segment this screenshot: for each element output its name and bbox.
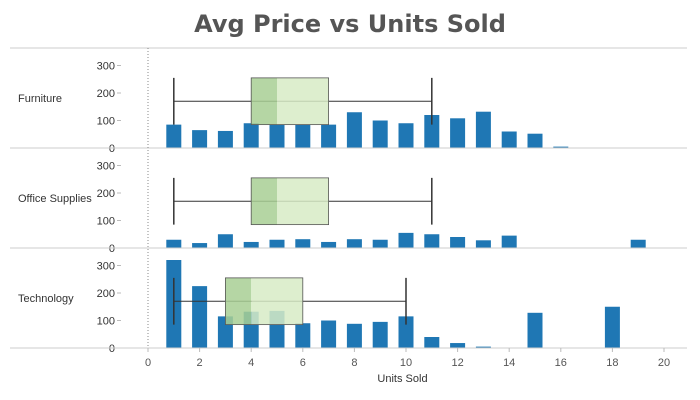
box-upper: [251, 277, 303, 325]
y-tick-label: 0: [109, 143, 115, 155]
bar: [424, 234, 440, 248]
panel-label-2: Technology: [18, 293, 74, 305]
bar: [243, 123, 259, 148]
x-tick-label: 20: [658, 357, 670, 369]
box-upper: [277, 177, 329, 225]
box-lower: [251, 177, 277, 225]
bar: [424, 115, 440, 148]
bar: [269, 124, 285, 148]
bar: [346, 239, 362, 248]
x-tick-label: 0: [145, 357, 151, 369]
y-tick-label: 300: [97, 261, 115, 273]
bar: [321, 124, 337, 148]
y-tick-label: 200: [97, 288, 115, 300]
x-tick-label: 6: [300, 357, 306, 369]
bar: [192, 130, 208, 148]
y-tick-label: 0: [109, 243, 115, 255]
bar: [450, 343, 466, 348]
bar: [604, 306, 620, 348]
bar: [321, 241, 337, 248]
bar: [217, 234, 233, 248]
x-tick-label: 10: [400, 357, 412, 369]
bar: [527, 133, 543, 148]
panel-label-1: Office Supplies: [18, 193, 92, 205]
y-tick-label: 300: [97, 161, 115, 173]
chart-title: Avg Price vs Units Sold: [194, 10, 506, 38]
bar: [166, 239, 182, 248]
bar: [192, 286, 208, 348]
x-tick-label: 2: [197, 357, 203, 369]
y-tick-label: 100: [97, 216, 115, 228]
bar: [321, 320, 337, 348]
bar: [424, 337, 440, 348]
y-tick-label: 200: [97, 88, 115, 100]
bar: [269, 239, 285, 248]
x-tick-label: 16: [555, 357, 567, 369]
box-lower: [225, 277, 252, 325]
y-tick-label: 100: [97, 116, 115, 128]
bar: [372, 239, 388, 248]
y-tick-label: 0: [109, 343, 115, 355]
bar: [295, 323, 311, 348]
x-tick-label: 18: [606, 357, 618, 369]
box-upper: [277, 77, 329, 125]
bar: [450, 118, 466, 148]
bar: [450, 237, 466, 248]
bar: [398, 232, 414, 248]
bar: [630, 239, 646, 248]
bar: [346, 112, 362, 148]
bar: [475, 111, 491, 148]
y-tick-label: 300: [97, 61, 115, 73]
bar: [553, 146, 569, 148]
bar: [475, 240, 491, 248]
x-tick-label: 4: [248, 357, 254, 369]
bar: [398, 123, 414, 148]
bar: [501, 235, 517, 248]
bar: [372, 321, 388, 348]
bar: [295, 124, 311, 148]
bar: [501, 131, 517, 148]
bar: [192, 243, 208, 248]
box-outline: [250, 177, 329, 226]
y-tick-label: 200: [97, 188, 115, 200]
bar: [372, 120, 388, 148]
box-outline: [250, 77, 329, 126]
x-tick-label: 12: [451, 357, 463, 369]
bar: [398, 316, 414, 348]
box-outline: [224, 277, 304, 326]
x-tick-label: 8: [351, 357, 357, 369]
bar: [346, 323, 362, 348]
bar: [217, 130, 233, 148]
bar: [166, 124, 182, 148]
bar: [295, 239, 311, 248]
bar: [475, 346, 491, 348]
bar: [527, 312, 543, 348]
x-tick-label: 14: [503, 357, 515, 369]
box-lower: [251, 77, 277, 125]
y-tick-label: 100: [97, 316, 115, 328]
bar: [243, 241, 259, 248]
x-axis-label: Units Sold: [377, 373, 427, 385]
panel-label-0: Furniture: [18, 93, 62, 105]
